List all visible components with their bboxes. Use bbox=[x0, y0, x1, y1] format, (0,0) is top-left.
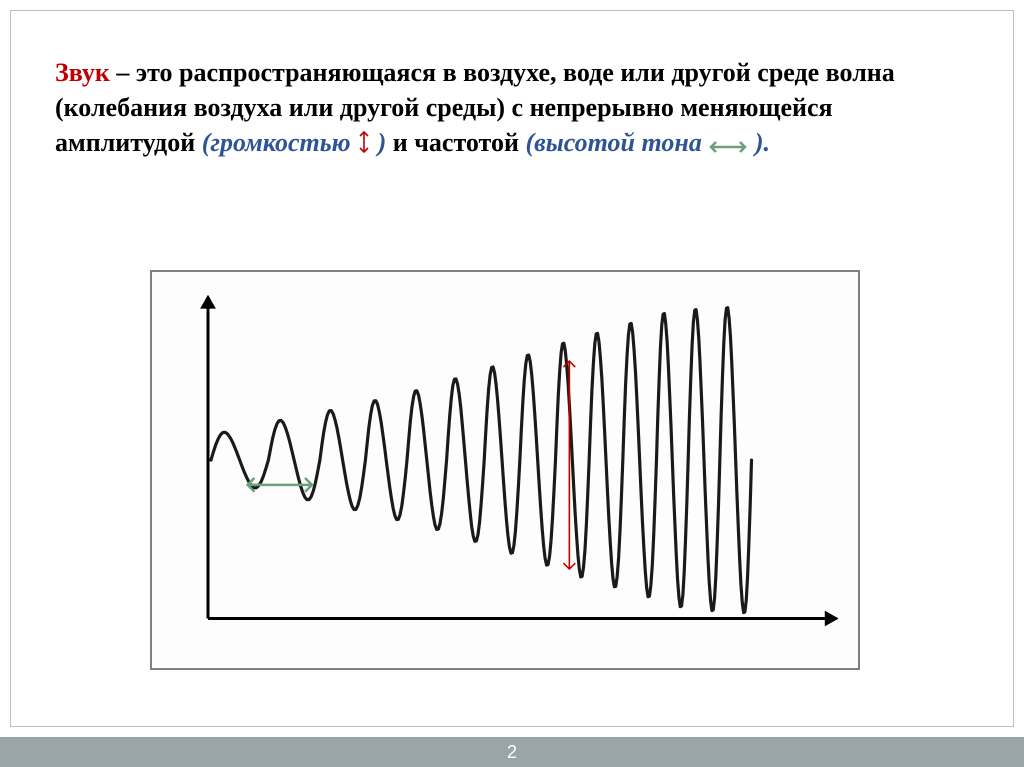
definition-body-2: и частотой bbox=[386, 128, 525, 157]
paren-pitch: (высотой тона ). bbox=[525, 128, 770, 157]
paren-loudness: (громкостью ) bbox=[202, 128, 387, 157]
definition-text: Звук – это распространяющаяся в воздухе,… bbox=[55, 55, 969, 163]
page-number: 2 bbox=[507, 742, 517, 762]
horizontal-arrow-icon bbox=[708, 128, 748, 163]
footer-bar: 2 bbox=[0, 737, 1024, 767]
waveform-chart bbox=[150, 270, 860, 670]
waveform-svg bbox=[152, 272, 858, 668]
vertical-arrow-icon bbox=[357, 128, 371, 163]
dash: – bbox=[110, 58, 136, 87]
term-word: Звук bbox=[55, 58, 110, 87]
slide: Звук – это распространяющаяся в воздухе,… bbox=[0, 0, 1024, 767]
